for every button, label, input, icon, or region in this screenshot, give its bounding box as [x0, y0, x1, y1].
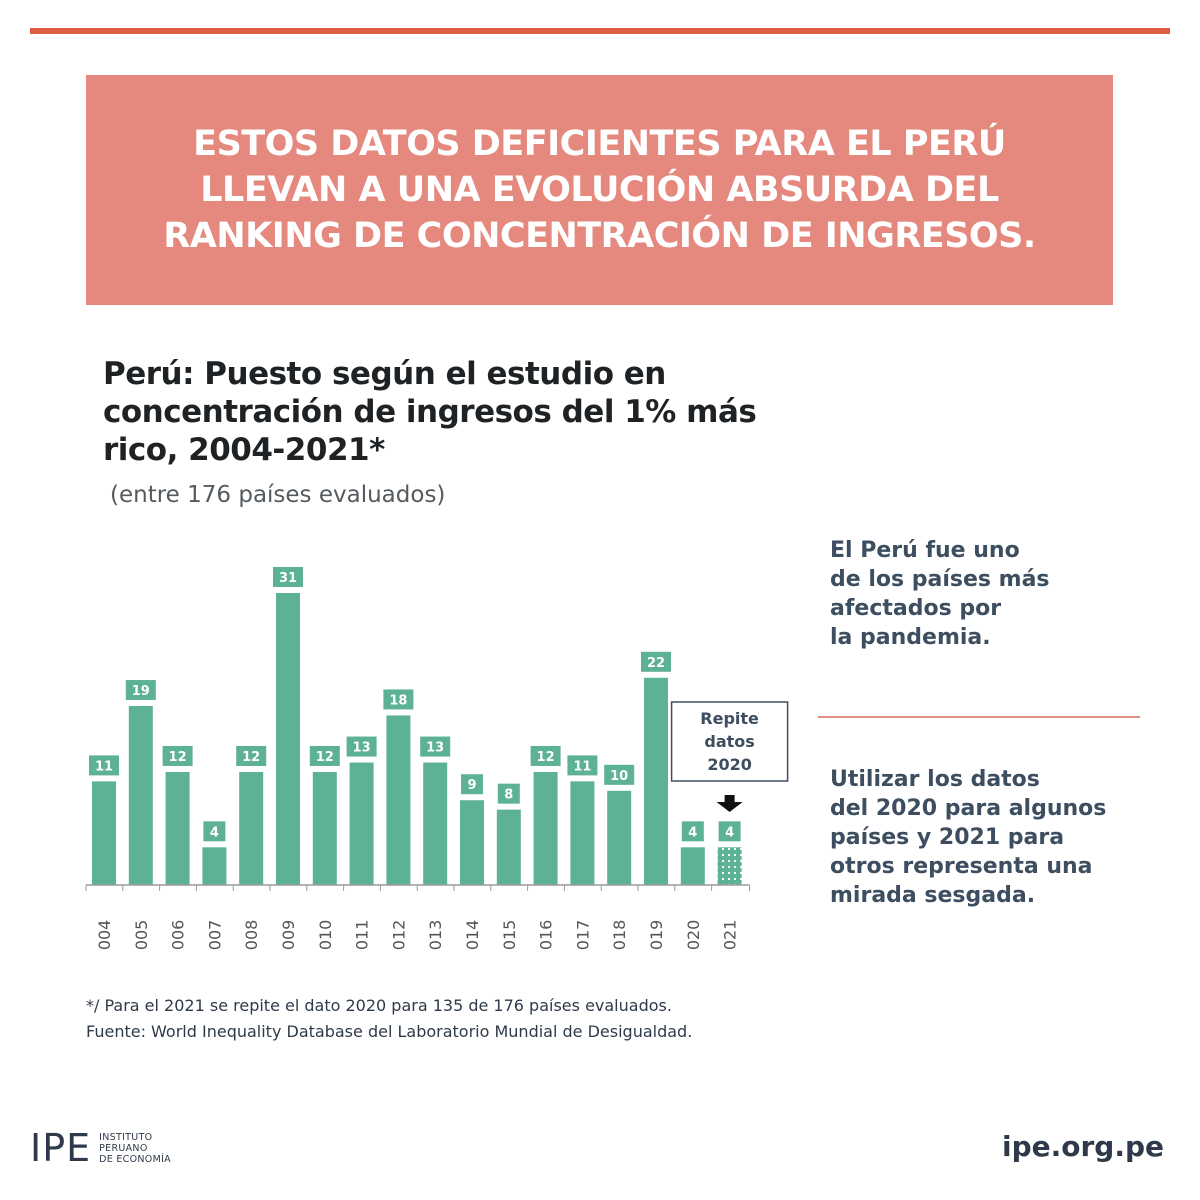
annotation-line-1: datos	[704, 732, 754, 751]
x-tick-label-2015: 2015	[500, 920, 519, 950]
top-accent-rule	[30, 28, 1170, 34]
x-tick-label-2008: 2008	[242, 920, 261, 950]
data-label-box-2018	[604, 764, 635, 785]
headline-text: ESTOS DATOS DEFICIENTES PARA EL PERÚ LLE…	[163, 124, 1036, 256]
data-label-box-2017	[567, 755, 598, 776]
data-label-2012: 18	[389, 693, 407, 708]
chart-title: Perú: Puesto según el estudio en concent…	[103, 356, 757, 468]
x-tick-label-2013: 2013	[426, 920, 445, 950]
footnote-note: */ Para el 2021 se repite el dato 2020 p…	[86, 996, 672, 1015]
x-tick-label-2017: 2017	[573, 920, 592, 950]
data-label-2017: 11	[573, 759, 591, 774]
bar-2018	[607, 790, 632, 885]
bar-2010	[312, 771, 337, 885]
x-tick-label-2010: 2010	[316, 920, 335, 950]
x-tick-label-2011: 2011	[353, 920, 372, 950]
annotation-line-0: Repite	[700, 709, 759, 728]
x-tick-label-2009: 2009	[279, 920, 298, 950]
site-url: ipe.org.pe	[1001, 1130, 1164, 1163]
headline-banner: ESTOS DATOS DEFICIENTES PARA EL PERÚ LLE…	[86, 75, 1113, 305]
data-label-box-2015	[497, 783, 520, 804]
data-label-2004: 11	[95, 759, 113, 774]
bar-2007	[202, 847, 227, 885]
ipe-logo: IPE INSTITUTO PERUANO DE ECONOMÍA	[30, 1128, 171, 1168]
data-label-box-2010	[309, 745, 340, 766]
x-tick-label-2019: 2019	[647, 920, 666, 950]
data-label-2006: 12	[169, 750, 187, 765]
data-label-2019: 22	[647, 656, 665, 671]
bar-2012	[386, 715, 411, 885]
x-tick-label-2005: 2005	[132, 920, 151, 950]
x-tick-label-2007: 2007	[205, 920, 224, 950]
footnote-source: Fuente: World Inequality Database del La…	[86, 1022, 693, 1041]
bar-2021	[717, 847, 742, 885]
data-label-2011: 13	[353, 741, 371, 756]
data-label-box-2009	[273, 567, 303, 587]
bar-2006	[165, 771, 190, 885]
bar-2005	[128, 706, 153, 885]
data-label-box-2014	[461, 774, 483, 795]
x-tick-label-2018: 2018	[610, 920, 629, 950]
logo-text: INSTITUTO PERUANO DE ECONOMÍA	[99, 1131, 171, 1165]
chart-subtitle: (entre 176 países evaluados)	[110, 482, 446, 508]
data-label-box-2011	[346, 736, 377, 757]
side-note-bias: Utilizar los datos del 2020 para algunos…	[830, 767, 1107, 908]
data-label-box-2019	[641, 651, 671, 672]
bar-2008	[239, 771, 264, 885]
data-label-2007: 4	[210, 825, 219, 840]
x-tick-label-2012: 2012	[389, 920, 408, 950]
data-label-2020: 4	[688, 825, 697, 840]
notes-divider	[818, 716, 1140, 718]
bar-2013	[423, 762, 448, 885]
data-label-2018: 10	[610, 769, 628, 784]
bar-2009	[276, 593, 300, 885]
data-label-box-2020	[681, 821, 704, 842]
x-tick-label-2006: 2006	[169, 920, 188, 950]
bar-2016	[533, 771, 558, 885]
annotation-repite-datos: Repite datos 2020	[670, 701, 789, 782]
x-tick-label-2016: 2016	[537, 920, 556, 950]
bar-2019	[644, 677, 668, 885]
bar-2004	[92, 781, 116, 885]
footnote: */ Para el 2021 se repite el dato 2020 p…	[86, 993, 1086, 1045]
bar-2011	[349, 762, 374, 885]
data-label-box-2007	[203, 821, 226, 842]
data-label-box-2012	[383, 689, 414, 710]
data-label-box-2005	[125, 680, 156, 701]
data-label-2021: 4	[725, 825, 734, 840]
data-label-2013: 13	[426, 741, 444, 756]
data-label-2014: 9	[467, 778, 476, 793]
data-label-box-2004	[89, 755, 119, 776]
data-label-box-2013	[420, 736, 451, 757]
data-label-box-2016	[530, 745, 561, 766]
arrow-down-icon	[716, 795, 743, 812]
data-label-2009: 31	[279, 571, 297, 586]
bar-chart: 11 2004 19 2005 12 2006 4 2007 12 2008 31 2009 12 201…	[85, 567, 789, 950]
bar-2017	[570, 781, 595, 885]
data-label-2015: 8	[504, 788, 513, 803]
x-tick-label-2004: 2004	[95, 920, 114, 950]
data-label-box-2021	[718, 821, 741, 842]
side-note-pandemic: El Perú fue uno de los países más afecta…	[830, 538, 1050, 650]
logo-mark: IPE	[30, 1126, 92, 1170]
bar-2020	[680, 847, 705, 885]
x-tick-label-2021: 2021	[721, 920, 740, 950]
data-label-2005: 19	[132, 684, 150, 699]
data-label-box-2008	[236, 745, 267, 766]
data-label-box-2006	[162, 745, 193, 766]
data-label-2008: 12	[242, 750, 260, 765]
bar-2014	[460, 800, 484, 885]
bar-2015	[496, 809, 521, 885]
x-tick-label-2020: 2020	[684, 920, 703, 950]
x-tick-label-2014: 2014	[463, 920, 482, 950]
data-label-2010: 12	[316, 750, 334, 765]
annotation-line-2: 2020	[707, 755, 752, 774]
data-label-2016: 12	[537, 750, 555, 765]
